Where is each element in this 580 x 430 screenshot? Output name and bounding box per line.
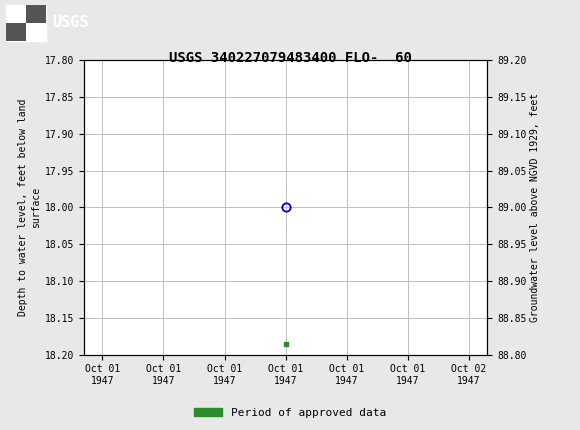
- Text: USGS: USGS: [52, 15, 89, 30]
- Y-axis label: Groundwater level above NGVD 1929, feet: Groundwater level above NGVD 1929, feet: [531, 93, 541, 322]
- Legend: Period of approved data: Period of approved data: [190, 403, 390, 422]
- Bar: [6, 4, 46, 41]
- Bar: [26, 4, 46, 22]
- Bar: [6, 22, 26, 41]
- Text: USGS 340227079483400 FLO-  60: USGS 340227079483400 FLO- 60: [169, 51, 411, 65]
- Y-axis label: Depth to water level, feet below land
surface: Depth to water level, feet below land su…: [19, 99, 41, 316]
